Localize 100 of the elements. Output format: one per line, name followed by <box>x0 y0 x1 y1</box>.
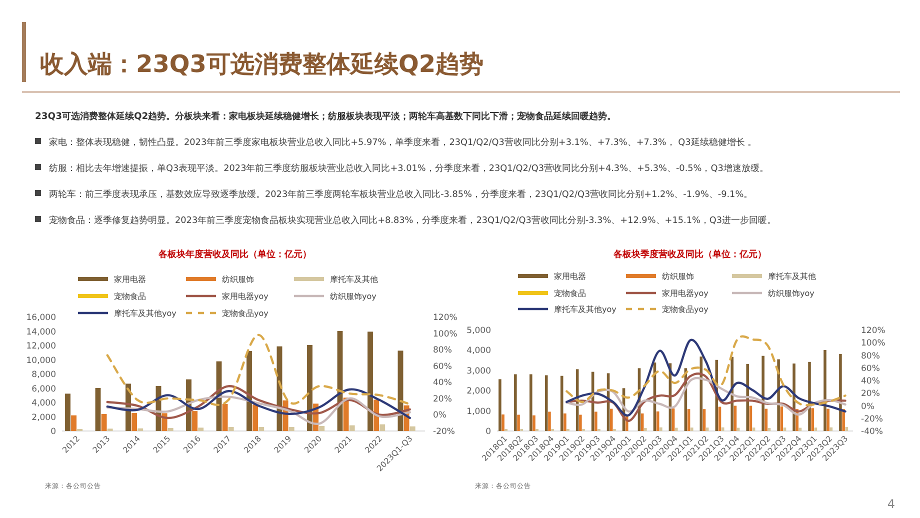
y-tick-label: 14,000 <box>26 327 56 338</box>
y2-tick-label: 20% <box>861 389 880 400</box>
y-tick-label: 16,000 <box>26 313 56 323</box>
bar <box>548 412 551 431</box>
bar <box>530 374 532 431</box>
y-tick-label: 1,000 <box>466 406 491 417</box>
bar <box>532 415 536 431</box>
y-tick-label: 10,000 <box>26 356 56 366</box>
bar <box>517 414 520 431</box>
y2-tick-label: 80% <box>861 351 880 362</box>
bar <box>65 394 70 431</box>
bar <box>498 379 502 431</box>
legend-label: 摩托车及其他yoy <box>114 309 177 318</box>
y2-tick-label: -20% <box>433 427 455 437</box>
text: 23Q3可选消费整体延续Q2趋势。分板块来看：家电板块延续稳健增长；纺服板块表现平淡；两轮车高基数下同比下滑；宠物食品延续回暖趋势。 <box>35 111 616 122</box>
bar <box>842 409 845 431</box>
bar <box>610 408 613 431</box>
line-series <box>106 334 411 406</box>
y2-tick-label: 100% <box>433 329 458 340</box>
line-series <box>566 338 846 416</box>
bar <box>71 415 77 431</box>
y2-tick-label: 40% <box>861 376 880 386</box>
bar <box>132 413 138 431</box>
bar <box>687 409 690 431</box>
y-tick-label: 12,000 <box>26 342 56 352</box>
text: 收入端：23Q3可选消费整体延续Q2趋势 <box>40 50 484 78</box>
legend-label: 家用电器yoy <box>662 289 709 298</box>
legend-label: 纺织服饰 <box>222 275 254 284</box>
y-tick-label: 2,000 <box>466 386 491 397</box>
bar <box>138 428 144 431</box>
y2-tick-label: -20% <box>861 414 883 424</box>
bar <box>702 409 706 431</box>
y-tick-label: 4,000 <box>32 398 56 408</box>
y2-tick-label: 60% <box>861 364 880 374</box>
legend-label: 纺织服饰 <box>662 272 694 281</box>
legend-label: 家用电器 <box>554 272 586 281</box>
bar <box>246 350 252 431</box>
y2-tick-label: 80% <box>433 346 452 356</box>
y-tick-label: 3,000 <box>466 366 491 376</box>
legend-label: 纺织服饰yoy <box>330 292 377 301</box>
bar <box>675 428 678 431</box>
text: 纺服：相比去年增速提振，单Q3表现平淡。2023年前三季度纺服板块营业总收入同比+3.01%，分季度来看，23Q1/Q2/Q3营收同比分别+4.3%、+5.3%、-0.5%，Q3增速放缓。 <box>49 163 768 174</box>
bar <box>644 428 647 431</box>
legend-label: 家用电器 <box>114 275 146 284</box>
bar <box>783 428 786 431</box>
line-series <box>106 396 411 425</box>
text: 家电：整体表现稳健，韧性凸显。2023年前三季度家电板块营业总收入同比+5.97%，单季度来看，23Q1/Q2/Q3营收同比分别+3.1%、+7.3%、+7.3%， Q3延续稳健增长 。 <box>49 137 757 148</box>
bar <box>258 427 264 431</box>
text: 宠物食品：逐季修复趋势明显。2023年前三季度宠物食品板块实现营业总收入同比+8.83%，分季度来看，23Q1/Q2/Q3营收同比分别-3.3%、+12.9%、+15.1%，Q3进一步回暖。 <box>49 215 776 226</box>
bar <box>252 404 258 431</box>
bar <box>544 375 548 431</box>
bar <box>514 374 517 431</box>
bar <box>814 428 818 431</box>
bar <box>811 408 814 431</box>
bar <box>502 414 504 431</box>
bar <box>380 424 386 431</box>
text: 两轮车：前三季度表现承压，基数效应导致逐季放缓。2023年前三季度两轮车板块营业总收入同比-3.85%，分季度来看，23Q1/Q2/Q3营收同比分别+1.2%、-1.9%、-9.1%。 <box>49 189 753 200</box>
bar <box>228 427 234 431</box>
bar <box>368 332 373 431</box>
text: 4 <box>887 497 895 511</box>
bar <box>95 388 101 431</box>
y-tick-label: 4,000 <box>466 346 491 356</box>
legend-label: 家用电器yoy <box>222 292 269 301</box>
y2-tick-label: 40% <box>433 378 452 388</box>
legend-label: 摩托车及其他 <box>330 275 378 284</box>
bar <box>660 427 662 431</box>
bar <box>222 404 228 431</box>
y2-tick-label: 120% <box>861 326 886 336</box>
bar <box>839 354 842 431</box>
y2-tick-label: 0% <box>861 402 874 412</box>
bar <box>319 426 325 431</box>
bar <box>762 356 764 431</box>
y-tick-label: 6,000 <box>32 384 56 394</box>
y-tick-label: 0 <box>50 427 56 437</box>
bar <box>690 428 694 431</box>
legend-label: 宠物食品yoy <box>222 309 269 318</box>
bar <box>307 345 312 431</box>
bar <box>564 413 566 431</box>
bar <box>706 428 709 431</box>
legend-label: 纺织服饰yoy <box>768 289 815 298</box>
legend-label: 宠物食品 <box>114 292 146 301</box>
y2-tick-label: 0% <box>433 410 446 421</box>
bar <box>343 398 349 431</box>
bar <box>192 411 198 431</box>
bar <box>826 408 830 431</box>
bar <box>198 428 204 431</box>
bar <box>349 425 355 431</box>
bar <box>410 426 416 431</box>
y-tick-label: 2,000 <box>32 412 56 423</box>
y2-tick-label: 20% <box>433 394 452 404</box>
chart-title: 各板块季度营收及同比（单位：亿元） <box>612 249 766 260</box>
legend-label: 摩托车及其他yoy <box>554 305 617 314</box>
bar <box>752 428 756 431</box>
y2-tick-label: -40% <box>861 427 883 437</box>
legend-label: 摩托车及其他 <box>768 272 816 281</box>
legend-label: 宠物食品yoy <box>662 305 709 314</box>
y-tick-label: 5,000 <box>466 326 491 336</box>
bar <box>594 412 598 431</box>
bar <box>824 350 826 431</box>
y2-tick-label: 120% <box>433 313 458 323</box>
